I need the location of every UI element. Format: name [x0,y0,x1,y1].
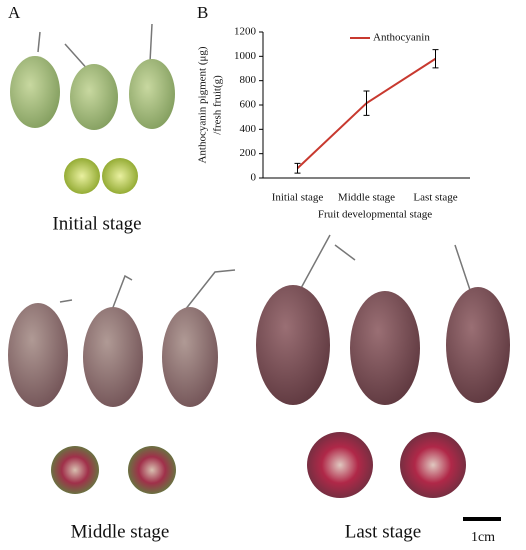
y-tick-label: 1000 [234,50,257,62]
stage-label: Last stage [345,521,422,542]
x-tick-label: Last stage [413,192,457,204]
panel-label: A [8,3,21,22]
legend-label: Anthocyanin [373,32,430,44]
y-tick-label: 600 [240,99,257,111]
stage-label: Initial stage [52,213,141,234]
y-tick-label: 0 [251,172,257,184]
chart: 0 200 400 600 800 1000 1200 Initial stage Middle… [234,26,470,204]
error-bar [432,49,439,69]
y-axis-label: Anthocyanin pigment (μg) [197,46,209,163]
error-bar [363,90,370,116]
y-tick-label: 1200 [234,26,257,38]
y-tick-label: 800 [240,74,257,86]
y-tick-label: 400 [240,123,257,135]
panel-label: B [197,3,208,22]
y-tick-label: 200 [240,147,257,159]
stage-label: Middle stage [71,521,170,542]
error-bar [294,162,301,174]
scale-label: 1cm [471,530,495,545]
x-tick-label: Middle stage [338,192,395,204]
x-axis-label: Fruit developmental stage [318,209,432,221]
photos [8,23,510,521]
y-axis-label: /fresh fruit(g) [212,75,224,135]
x-tick-label: Initial stage [272,192,324,204]
